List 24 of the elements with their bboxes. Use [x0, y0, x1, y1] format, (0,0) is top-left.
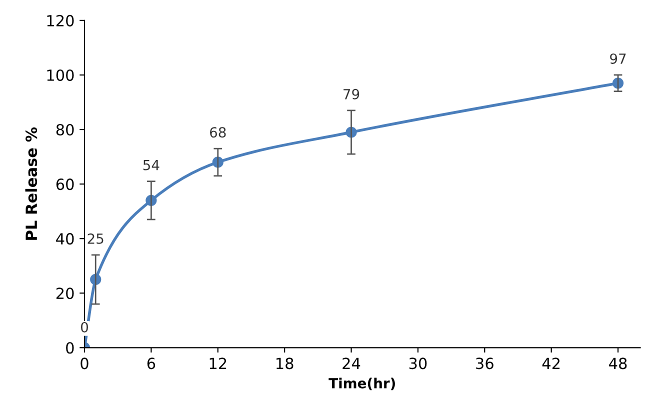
x-tick-label: 30 [409, 358, 427, 370]
y-tick-label: 80 [56, 124, 74, 136]
y-tick-label: 0 [66, 342, 74, 354]
x-tick-label: 24 [342, 358, 360, 369]
y-axis-title: PL Release % [25, 127, 38, 240]
data-label: 97 [610, 53, 626, 64]
x-tick-label: 48 [609, 358, 627, 370]
data-label: 79 [344, 88, 360, 100]
y-tick-label: 100 [47, 69, 74, 82]
x-tick-label: 6 [147, 358, 156, 370]
y-tick-label: 120 [47, 14, 74, 26]
x-tick-label: 12 [210, 358, 226, 369]
x-tick-label: 0 [80, 358, 88, 370]
x-tick-label: 42 [542, 358, 560, 369]
y-tick-label: 40 [56, 233, 74, 245]
y-tick-label: 20 [56, 288, 74, 300]
x-tick-label: 18 [276, 358, 294, 370]
data-label: 25 [88, 233, 104, 244]
data-label: 54 [143, 160, 160, 170]
x-tick-label: 36 [476, 358, 494, 370]
data-label: 0 [80, 322, 88, 332]
data-label: 68 [210, 127, 226, 138]
x-axis-title: Time(hr) [328, 378, 395, 390]
y-tick-label: 60 [56, 178, 74, 190]
